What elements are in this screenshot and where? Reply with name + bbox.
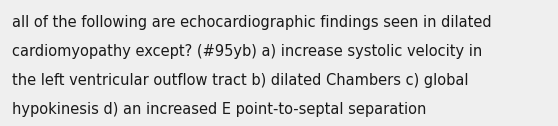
Text: the left ventricular outflow tract b) dilated Chambers c) global: the left ventricular outflow tract b) di… — [12, 73, 469, 88]
Text: hypokinesis d) an increased E point-to-septal separation: hypokinesis d) an increased E point-to-s… — [12, 102, 427, 117]
Text: all of the following are echocardiographic findings seen in dilated: all of the following are echocardiograph… — [12, 15, 492, 30]
Text: cardiomyopathy except? (#95yb) a) increase systolic velocity in: cardiomyopathy except? (#95yb) a) increa… — [12, 44, 483, 59]
